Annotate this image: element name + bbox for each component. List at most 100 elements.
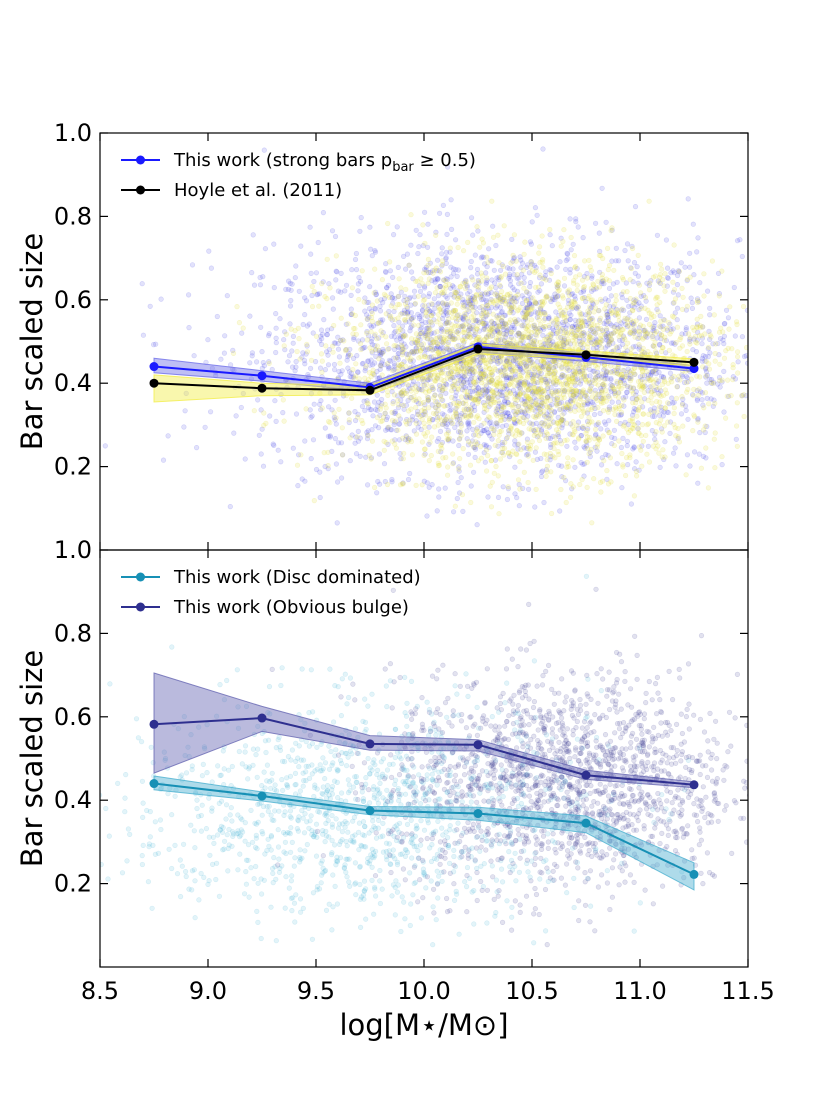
scatter-point (532, 372, 538, 379)
scatter-point (432, 277, 438, 283)
scatter-point (555, 433, 562, 440)
scatter-point (702, 390, 709, 396)
scatter-point (534, 456, 540, 463)
scatter-point (541, 360, 548, 366)
scatter-point (529, 359, 535, 365)
scatter-point (638, 306, 644, 312)
scatter-point (660, 447, 666, 453)
scatter-point (601, 419, 608, 425)
scatter-point (543, 379, 549, 385)
scatter-point (377, 308, 384, 314)
scatter-point (448, 197, 454, 203)
scatter-point (506, 355, 512, 361)
scatter-point (635, 252, 641, 258)
scatter-point (551, 445, 557, 452)
scatter-point (538, 305, 544, 312)
scatter-series-0 (100, 146, 757, 528)
scatter-point (650, 343, 656, 349)
scatter-point (453, 290, 459, 296)
scatter-point (382, 478, 388, 485)
scatter-point (478, 270, 484, 276)
scatter-point (384, 414, 390, 420)
scatter-point (427, 308, 433, 314)
scatter-point (385, 441, 391, 448)
scatter-point (356, 376, 363, 382)
scatter-point (752, 417, 757, 422)
scatter-point (440, 202, 447, 208)
scatter-point (476, 328, 483, 334)
scatter-point (345, 354, 351, 360)
scatter-point (422, 303, 428, 309)
scatter-point (640, 438, 646, 444)
scatter-point (554, 316, 560, 323)
scatter-point (286, 278, 292, 284)
scatter-point (324, 331, 330, 338)
scatter-point (529, 390, 536, 396)
scatter-point (365, 432, 371, 439)
scatter-point (384, 481, 391, 488)
scatter-point (622, 472, 629, 479)
scatter-point (300, 350, 306, 356)
scatter-point (497, 367, 504, 373)
scatter-point (208, 409, 214, 415)
scatter-point (671, 314, 677, 320)
scatter-point (566, 292, 572, 299)
scatter-point (750, 387, 755, 392)
scatter-point (498, 337, 504, 343)
scatter-point (332, 436, 339, 442)
scatter-point (572, 317, 578, 324)
scatter-point (471, 358, 477, 364)
scatter-point (558, 243, 564, 249)
scatter-point (506, 273, 513, 280)
scatter-point (450, 438, 456, 444)
scatter-point (725, 315, 732, 321)
scatter-point (459, 338, 466, 344)
scatter-point (472, 304, 478, 311)
scatter-point (392, 441, 398, 447)
scatter-point (357, 228, 363, 234)
scatter-point (637, 335, 643, 341)
scatter-point (702, 429, 708, 436)
scatter-point (266, 359, 272, 365)
scatter-point (562, 307, 568, 314)
scatter-point (416, 334, 422, 340)
scatter-point (674, 282, 681, 288)
scatter-point (557, 438, 564, 444)
scatter-point (577, 323, 583, 329)
scatter-point (409, 317, 415, 323)
scatter-point (528, 339, 534, 345)
scatter-point (498, 318, 505, 324)
scatter-point (607, 455, 614, 461)
scatter-point (331, 322, 337, 329)
scatter-point (457, 417, 463, 423)
scatter-point (583, 322, 590, 329)
scatter-point (247, 313, 253, 319)
scatter-point (694, 397, 700, 404)
scatter-point (558, 395, 565, 401)
scatter-point (451, 293, 458, 299)
scatter-point (633, 468, 640, 475)
scatter-point (481, 428, 488, 434)
scatter-point (417, 337, 423, 343)
scatter-point (561, 275, 568, 281)
scatter-point (386, 424, 392, 430)
scatter-point (413, 404, 419, 411)
scatter-point (616, 384, 622, 390)
scatter-point (575, 379, 582, 386)
scatter-point (613, 322, 619, 328)
scatter-point (589, 335, 595, 341)
scatter-point (566, 310, 572, 316)
scatter-point (547, 226, 553, 233)
scatter-point (572, 293, 578, 299)
scatter-point (381, 438, 387, 444)
scatter-point (564, 437, 570, 443)
scatter-point (313, 270, 320, 276)
scatter-point (663, 237, 670, 243)
scatter-point (729, 346, 735, 352)
scatter-point (700, 324, 706, 330)
scatter-point (538, 469, 545, 475)
scatter-point (483, 364, 489, 370)
scatter-point (488, 458, 494, 464)
scatter-point (403, 266, 409, 272)
scatter-point (670, 340, 676, 346)
